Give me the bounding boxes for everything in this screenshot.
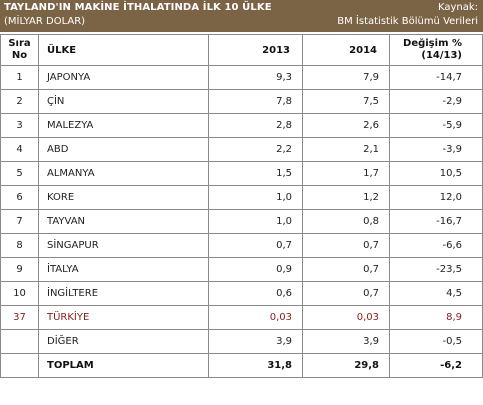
source-text: BM İstatistik Bölümü Verileri xyxy=(337,16,478,27)
country-cell: KORE xyxy=(38,185,209,210)
rank-cell xyxy=(0,329,39,354)
table-row: 5 ALMANYA 1,5 1,7 10,5 xyxy=(0,161,483,186)
col-change-line2: (14/13) xyxy=(421,50,462,61)
value-2013-cell: 9,3 xyxy=(208,65,303,90)
rank-cell: 9 xyxy=(0,257,39,282)
value-2014-cell: 7,5 xyxy=(302,89,390,114)
col-2013-header: 2013 xyxy=(208,34,303,66)
rank-cell: 4 xyxy=(0,137,39,162)
rank-cell: 7 xyxy=(0,209,39,234)
country-cell: TOPLAM xyxy=(38,353,209,378)
col-change-line1: Değişim % xyxy=(403,38,462,49)
value-2014-cell: 3,9 xyxy=(302,329,390,354)
rank-cell xyxy=(0,353,39,378)
change-cell: -6,2 xyxy=(389,353,483,378)
data-table: Sıra No ÜLKE 2013 2014 Değişim % (14/13)… xyxy=(0,34,483,378)
rank-cell: 2 xyxy=(0,89,39,114)
change-cell: -0,5 xyxy=(389,329,483,354)
table-row: 10 İNGİLTERE 0,6 0,7 4,5 xyxy=(0,281,483,306)
col-rank-line1: Sıra xyxy=(8,38,31,49)
rank-cell: 8 xyxy=(0,233,39,258)
header-row: Sıra No ÜLKE 2013 2014 Değişim % (14/13) xyxy=(0,34,483,66)
country-cell: İNGİLTERE xyxy=(38,281,209,306)
col-change-header: Değişim % (14/13) xyxy=(389,34,483,66)
change-cell: 4,5 xyxy=(389,281,483,306)
value-2014-cell: 0,7 xyxy=(302,281,390,306)
value-2014-cell: 0,03 xyxy=(302,305,390,330)
value-2013-cell: 2,2 xyxy=(208,137,303,162)
value-2014-cell: 1,7 xyxy=(302,161,390,186)
col-2014-header: 2014 xyxy=(302,34,390,66)
country-cell: ÇİN xyxy=(38,89,209,114)
value-2014-cell: 1,2 xyxy=(302,185,390,210)
rank-cell: 5 xyxy=(0,161,39,186)
title-bar: TAYLAND'IN MAKİNE İTHALATINDA İLK 10 ÜLK… xyxy=(0,0,483,32)
change-cell: -2,9 xyxy=(389,89,483,114)
table-title: TAYLAND'IN MAKİNE İTHALATINDA İLK 10 ÜLK… xyxy=(4,2,272,13)
value-2014-cell: 7,9 xyxy=(302,65,390,90)
table-row-highlighted: 37 TÜRKİYE 0,03 0,03 8,9 xyxy=(0,305,483,330)
country-cell: DİĞER xyxy=(38,329,209,354)
value-2013-cell: 31,8 xyxy=(208,353,303,378)
value-2013-cell: 1,0 xyxy=(208,185,303,210)
country-cell: TAYVAN xyxy=(38,209,209,234)
table-row: DİĞER 3,9 3,9 -0,5 xyxy=(0,329,483,354)
rank-cell: 37 xyxy=(0,305,39,330)
country-cell: TÜRKİYE xyxy=(38,305,209,330)
change-cell: 12,0 xyxy=(389,185,483,210)
value-2013-cell: 0,03 xyxy=(208,305,303,330)
rank-cell: 6 xyxy=(0,185,39,210)
value-2013-cell: 2,8 xyxy=(208,113,303,138)
rank-cell: 3 xyxy=(0,113,39,138)
value-2013-cell: 7,8 xyxy=(208,89,303,114)
col-rank-line2: No xyxy=(11,50,28,61)
country-cell: İTALYA xyxy=(38,257,209,282)
table-row: 4 ABD 2,2 2,1 -3,9 xyxy=(0,137,483,162)
value-2013-cell: 1,5 xyxy=(208,161,303,186)
change-cell: -16,7 xyxy=(389,209,483,234)
value-2014-cell: 29,8 xyxy=(302,353,390,378)
country-cell: MALEZYA xyxy=(38,113,209,138)
table-row: 7 TAYVAN 1,0 0,8 -16,7 xyxy=(0,209,483,234)
value-2013-cell: 1,0 xyxy=(208,209,303,234)
value-2014-cell: 2,6 xyxy=(302,113,390,138)
value-2014-cell: 0,7 xyxy=(302,257,390,282)
country-cell: JAPONYA xyxy=(38,65,209,90)
change-cell: 8,9 xyxy=(389,305,483,330)
change-cell: -5,9 xyxy=(389,113,483,138)
col-country-header: ÜLKE xyxy=(38,34,209,66)
value-2014-cell: 0,8 xyxy=(302,209,390,234)
rank-cell: 10 xyxy=(0,281,39,306)
change-cell: -23,5 xyxy=(389,257,483,282)
value-2013-cell: 0,9 xyxy=(208,257,303,282)
value-2013-cell: 3,9 xyxy=(208,329,303,354)
change-cell: -3,9 xyxy=(389,137,483,162)
source-label: Kaynak: xyxy=(437,2,478,13)
table-row: 3 MALEZYA 2,8 2,6 -5,9 xyxy=(0,113,483,138)
country-cell: SİNGAPUR xyxy=(38,233,209,258)
table-row: 1 JAPONYA 9,3 7,9 -14,7 xyxy=(0,65,483,90)
change-cell: -6,6 xyxy=(389,233,483,258)
table-row: 6 KORE 1,0 1,2 12,0 xyxy=(0,185,483,210)
change-cell: 10,5 xyxy=(389,161,483,186)
value-2013-cell: 0,7 xyxy=(208,233,303,258)
table-row: 2 ÇİN 7,8 7,5 -2,9 xyxy=(0,89,483,114)
country-cell: ABD xyxy=(38,137,209,162)
change-cell: -14,7 xyxy=(389,65,483,90)
value-2014-cell: 0,7 xyxy=(302,233,390,258)
value-2014-cell: 2,1 xyxy=(302,137,390,162)
table-row: 8 SİNGAPUR 0,7 0,7 -6,6 xyxy=(0,233,483,258)
value-2013-cell: 0,6 xyxy=(208,281,303,306)
total-row: TOPLAM 31,8 29,8 -6,2 xyxy=(0,353,483,378)
country-cell: ALMANYA xyxy=(38,161,209,186)
table-subtitle: (MİLYAR DOLAR) xyxy=(4,16,86,27)
rank-cell: 1 xyxy=(0,65,39,90)
col-rank-header: Sıra No xyxy=(0,34,39,66)
table-row: 9 İTALYA 0,9 0,7 -23,5 xyxy=(0,257,483,282)
